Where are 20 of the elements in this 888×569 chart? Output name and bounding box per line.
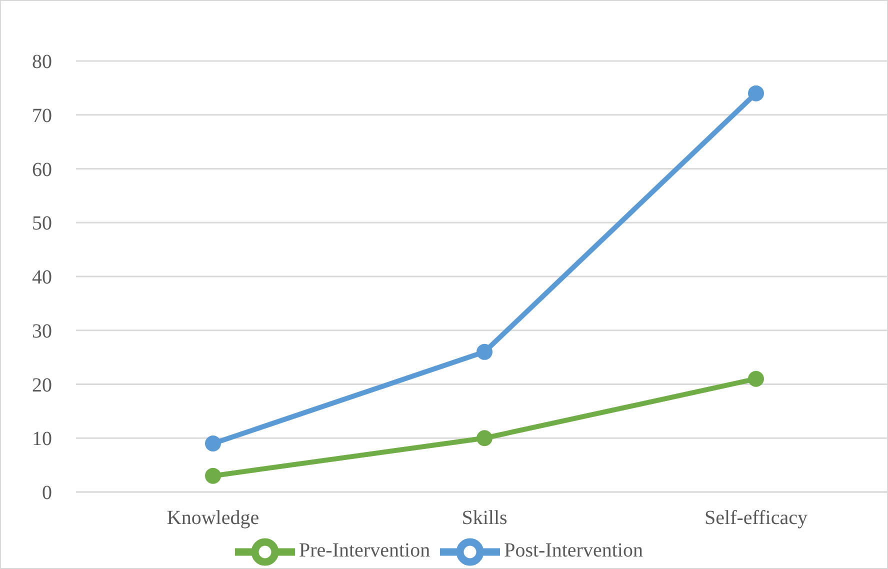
y-tick-label: 10: [32, 428, 52, 450]
point: [476, 344, 492, 360]
y-tick-label: 20: [32, 374, 52, 396]
y-tick-label: 70: [32, 104, 52, 127]
point: [748, 370, 764, 387]
x-tick-label: Knowledge: [166, 507, 260, 530]
legend-label: Pre-Intervention: [299, 540, 430, 562]
x-tick-label: Skills: [462, 507, 508, 530]
y-tick-label: 60: [32, 158, 52, 181]
point: [476, 430, 492, 446]
y-tick-label: 40: [32, 266, 52, 289]
y-tick-label: 50: [32, 212, 52, 235]
point: [205, 436, 221, 452]
y-tick-label: 0: [42, 482, 52, 504]
point: [205, 468, 221, 484]
legend-label: Post-Intervention: [504, 540, 643, 562]
point: [748, 85, 764, 102]
y-tick-label: 80: [32, 51, 52, 74]
y-tick-label: 30: [32, 320, 52, 342]
x-tick-label: Self-efficacy: [704, 507, 808, 530]
